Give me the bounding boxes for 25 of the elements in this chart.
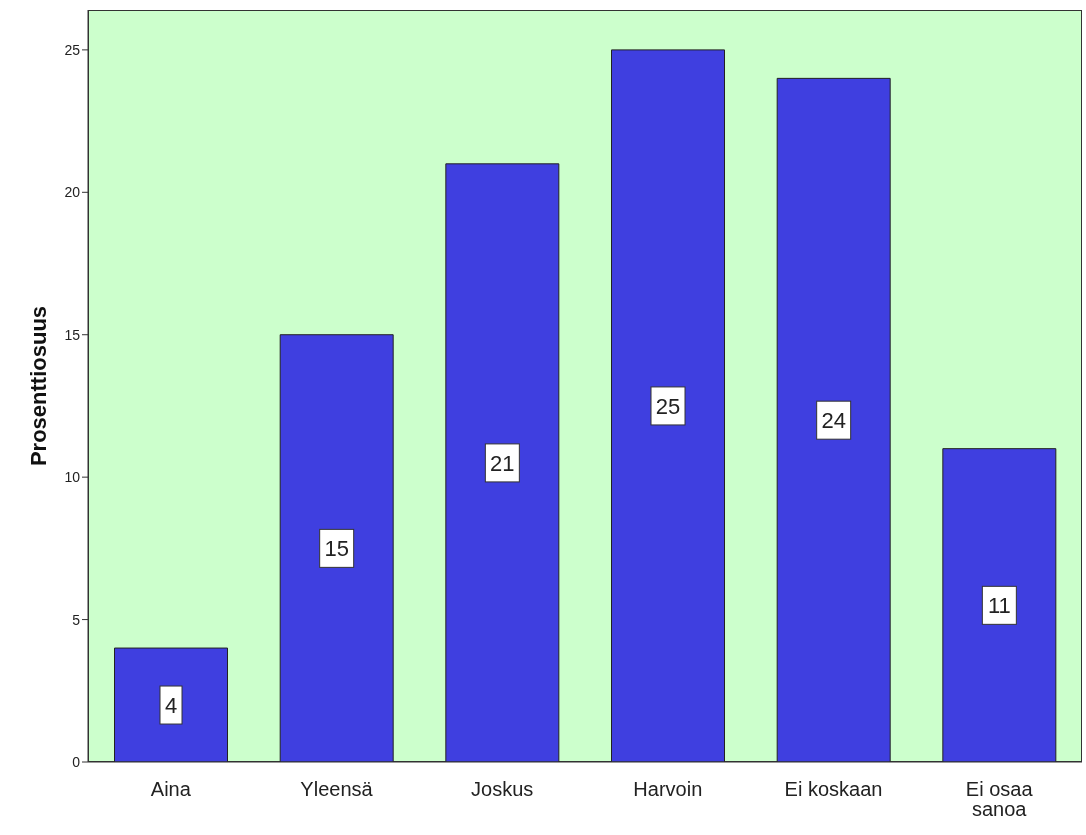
data-label: 11 [987,593,1011,619]
x-tick-label: Ei koskaan [784,778,883,800]
data-label: 24 [821,408,846,434]
y-tick-label: 15 [64,326,81,343]
y-tick-label: 5 [72,611,81,628]
bar [114,647,229,762]
y-tick-label: 0 [72,753,81,770]
data-label: 25 [655,393,681,419]
y-tick-label: 10 [64,469,81,486]
bar [611,49,726,762]
x-tick-label: Aina [150,778,192,800]
bar [776,77,891,762]
data-label: 4 [164,693,178,719]
x-tick-label: Joskus [471,778,534,800]
bar [942,448,1057,762]
x-tick-label: Harvoin [633,778,703,800]
bar [445,163,560,762]
x-tick-label: Yleensä [300,778,374,800]
bar [279,334,394,762]
x-tick-label: Ei osaa sanoa [965,778,1034,820]
y-axis-title: Prosenttiosuus [25,305,51,467]
data-label: 15 [324,536,349,562]
data-label: 21 [490,450,515,476]
y-tick-label: 20 [64,184,81,201]
y-tick-label: 25 [64,41,81,58]
